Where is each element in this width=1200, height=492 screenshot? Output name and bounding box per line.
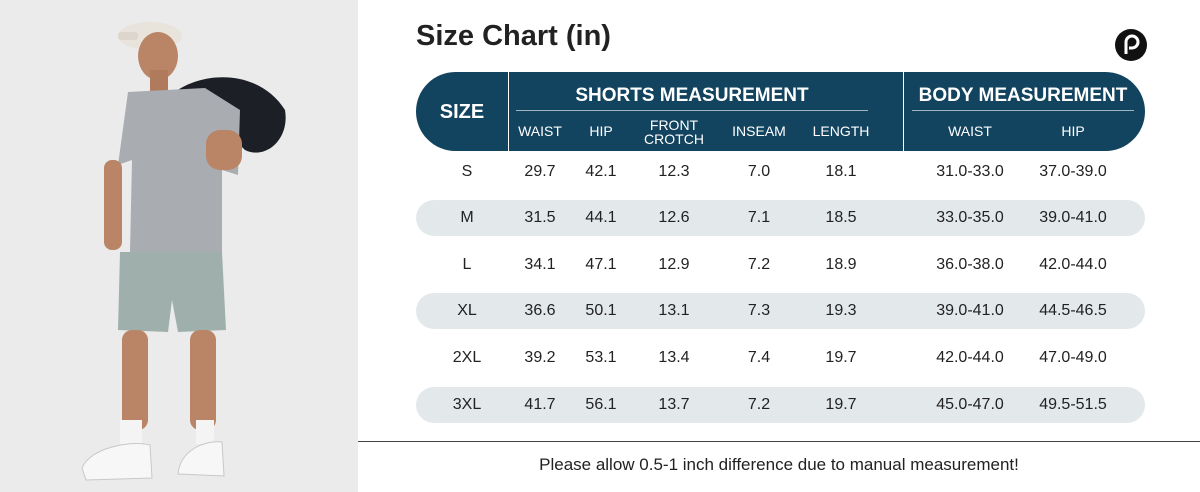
size-label: L	[462, 256, 472, 273]
cell-value: 7.2	[747, 396, 771, 413]
column-header: HIP	[1061, 123, 1085, 139]
group-header: SHORTS MEASUREMENT	[575, 85, 809, 106]
size-header: SIZE	[439, 101, 485, 123]
column-header: LENGTH	[812, 123, 870, 139]
size-label: S	[461, 163, 473, 180]
cell-value: 31.0-33.0	[936, 163, 1004, 180]
cell-value: 7.4	[747, 349, 771, 366]
cell-value: 37.0-39.0	[1039, 163, 1107, 180]
cell-value: 44.1	[585, 209, 617, 226]
cell-value: 7.2	[747, 256, 771, 273]
row-band	[416, 200, 1145, 236]
cell-value: 7.0	[747, 163, 771, 180]
divider	[516, 110, 868, 111]
footer-rule	[358, 441, 1200, 442]
cell-value: 34.1	[524, 256, 556, 273]
divider	[903, 72, 904, 151]
cell-value: 53.1	[585, 349, 617, 366]
cell-value: 50.1	[585, 302, 617, 319]
column-header: WAIST	[518, 123, 562, 139]
size-label: 2XL	[452, 349, 482, 366]
cell-value: 18.5	[825, 209, 857, 226]
cell-value: 39.0-41.0	[936, 302, 1004, 319]
cell-value: 18.1	[825, 163, 857, 180]
cell-value: 36.0-38.0	[936, 256, 1004, 273]
cell-value: 39.0-41.0	[1039, 209, 1107, 226]
divider	[508, 72, 509, 151]
cell-value: 12.9	[658, 256, 690, 273]
cell-value: 19.7	[825, 396, 857, 413]
cell-value: 19.7	[825, 349, 857, 366]
cell-value: 18.9	[825, 256, 857, 273]
model-photo	[0, 0, 358, 492]
column-header: FRONT CROTCH	[644, 117, 704, 147]
footer-note: Please allow 0.5-1 inch difference due t…	[539, 455, 1019, 474]
column-header: WAIST	[948, 123, 992, 139]
cell-value: 41.7	[524, 396, 556, 413]
cell-value: 29.7	[524, 163, 556, 180]
column-header: INSEAM	[732, 123, 786, 139]
table-header	[416, 72, 1145, 151]
size-label: 3XL	[452, 396, 482, 413]
cell-value: 31.5	[524, 209, 556, 226]
cell-value: 44.5-46.5	[1039, 302, 1107, 319]
cell-value: 13.4	[658, 349, 690, 366]
cell-value: 12.6	[658, 209, 690, 226]
cell-value: 19.3	[825, 302, 857, 319]
cell-value: 36.6	[524, 302, 556, 319]
divider	[912, 110, 1134, 111]
cell-value: 7.3	[747, 302, 771, 319]
cell-value: 42.1	[585, 163, 617, 180]
cell-value: 39.2	[524, 349, 556, 366]
cell-value: 13.7	[658, 396, 690, 413]
row-band	[416, 387, 1145, 423]
cell-value: 7.1	[747, 209, 771, 226]
row-band	[416, 293, 1145, 329]
column-header: HIP	[589, 123, 613, 139]
brand-logo	[1115, 29, 1147, 61]
cell-value: 12.3	[658, 163, 690, 180]
size-label: XL	[457, 302, 477, 319]
cell-value: 13.1	[658, 302, 690, 319]
cell-value: 49.5-51.5	[1039, 396, 1107, 413]
group-header: BODY MEASUREMENT	[918, 85, 1128, 106]
cell-value: 42.0-44.0	[936, 349, 1004, 366]
size-label: M	[460, 209, 474, 226]
title: Size Chart (in)	[416, 20, 611, 52]
cell-value: 56.1	[585, 396, 617, 413]
cell-value: 45.0-47.0	[936, 396, 1004, 413]
cell-value: 42.0-44.0	[1039, 256, 1107, 273]
cell-value: 47.1	[585, 256, 617, 273]
cell-value: 47.0-49.0	[1039, 349, 1107, 366]
cell-value: 33.0-35.0	[936, 209, 1004, 226]
